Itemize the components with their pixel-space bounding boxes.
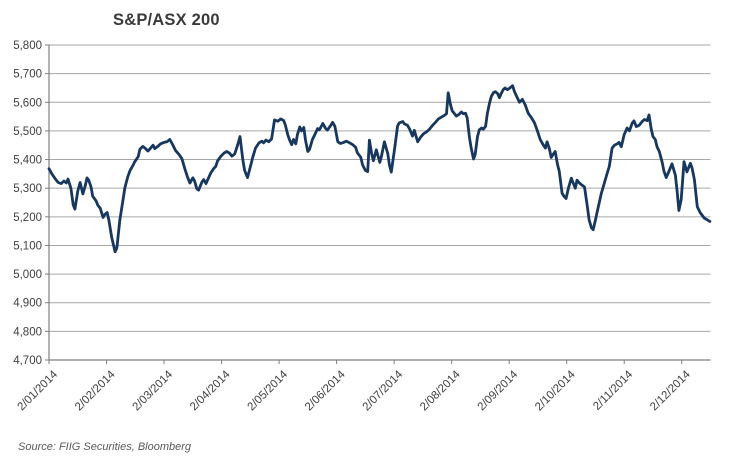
x-tick-label: 2/01/2014	[15, 368, 60, 413]
x-tick-label: 2/07/2014	[361, 368, 406, 413]
x-tick-label: 2/12/2014	[648, 368, 693, 413]
y-tick-label: 5,600	[13, 97, 42, 109]
x-tick-label: 2/08/2014	[418, 368, 463, 413]
price-line	[47, 84, 712, 254]
y-tick-label: 5,400	[13, 155, 42, 167]
y-tick-label: 5,100	[13, 240, 42, 252]
y-tick-label: 5,800	[13, 40, 42, 52]
y-tick-label: 5,300	[13, 183, 42, 195]
x-tick-label: 2/04/2014	[188, 368, 233, 413]
x-tick-label: 2/03/2014	[130, 368, 175, 413]
y-tick-label: 4,900	[13, 298, 42, 310]
y-tick-label: 5,500	[13, 126, 42, 138]
x-tick-label: 2/02/2014	[73, 368, 118, 413]
y-tick-label: 4,800	[13, 326, 42, 338]
x-tick-label: 2/09/2014	[476, 368, 521, 413]
y-tick-label: 4,700	[13, 355, 42, 367]
y-tick-label: 5,000	[13, 269, 42, 281]
x-tick-label: 2/11/2014	[591, 368, 635, 412]
x-tick-label: 2/06/2014	[303, 368, 348, 413]
x-tick-label: 2/05/2014	[246, 368, 291, 413]
y-tick-label: 5,700	[13, 69, 42, 81]
source-note: Source: FIIG Securities, Bloomberg	[18, 441, 192, 453]
chart-title: S&P/ASX 200	[113, 11, 220, 29]
x-tick-label: 2/10/2014	[533, 368, 578, 413]
y-tick-label: 5,200	[13, 212, 42, 224]
